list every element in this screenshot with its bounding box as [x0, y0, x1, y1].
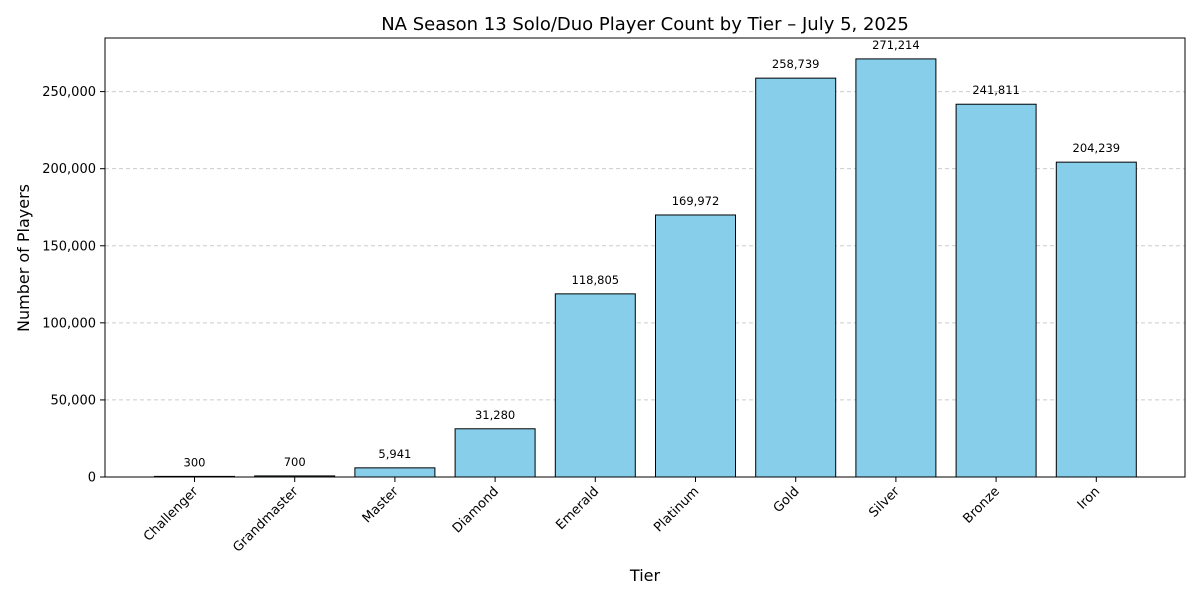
bar-gold [755, 77, 837, 478]
y-tick-label: 200,000 [42, 162, 96, 177]
x-tick-label-gold: Gold [771, 484, 803, 516]
x-tick-label-challenger: Challenger [141, 484, 202, 545]
x-tick-label-diamond: Diamond [450, 484, 502, 536]
bar-emerald [554, 293, 636, 478]
y-tick-label: 0 [88, 471, 96, 486]
data-label-iron: 204,239 [1073, 141, 1121, 155]
data-label-silver: 271,214 [872, 38, 920, 52]
data-labels: 300 700 5,941 31,280 118,805 169,972 258,739 27… [184, 38, 1121, 469]
y-tick-label: 250,000 [42, 85, 96, 100]
chart-title: NA Season 13 Solo/Duo Player Count by Ti… [381, 14, 909, 35]
data-label-diamond: 31,280 [475, 408, 515, 422]
bar-platinum [655, 214, 736, 478]
x-tick-label-bronze: Bronze [961, 484, 1003, 526]
bars [154, 58, 1137, 478]
x-tick-label-platinum: Platinum [651, 484, 702, 535]
data-label-bronze: 241,811 [972, 83, 1020, 97]
y-axis-ticks: 0 50,000 100,000 150,000 200,000 250,000 [42, 85, 105, 486]
x-tick-label-emerald: Emerald [553, 484, 602, 533]
y-tick-label: 150,000 [42, 239, 96, 254]
x-axis-ticks: Challenger Grandmaster Master Diamond Emeral… [141, 477, 1103, 555]
data-label-emerald: 118,805 [572, 273, 620, 287]
y-tick-label: 100,000 [42, 316, 96, 331]
x-tick-label-silver: Silver [866, 484, 903, 521]
bar-master [354, 467, 436, 478]
x-tick-label-iron: Iron [1075, 484, 1103, 512]
data-label-gold: 258,739 [772, 57, 820, 71]
y-axis-label: Number of Players [14, 184, 33, 332]
x-axis-label: Tier [629, 566, 661, 585]
data-label-platinum: 169,972 [672, 194, 720, 208]
y-tick-label: 50,000 [51, 393, 97, 408]
x-tick-label-master: Master [360, 484, 402, 526]
data-label-challenger: 300 [184, 455, 206, 469]
x-tick-label-grandmaster: Grandmaster [230, 484, 302, 556]
data-label-master: 5,941 [378, 447, 411, 461]
bar-bronze [955, 103, 1037, 478]
bar-diamond [454, 428, 536, 478]
plot-area-frame [104, 37, 1186, 478]
bar-silver [855, 58, 937, 478]
bar-iron [1055, 161, 1137, 478]
data-label-grandmaster: 700 [284, 455, 306, 469]
